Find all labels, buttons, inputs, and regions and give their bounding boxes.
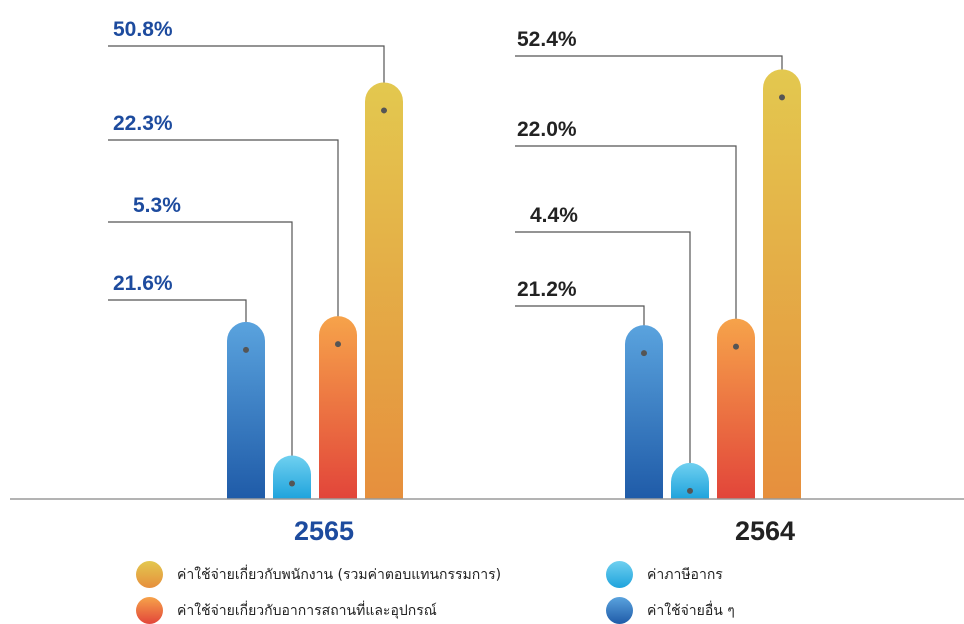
bar-2564-3 [763,69,801,499]
leader-line-2564-1 [515,231,691,491]
bar-2565-3 [365,82,403,500]
category-labels: 2565 2564 [294,516,795,546]
value-labels: 21.6% 5.3% 22.3% 50.8% 21.2% 4.4% 22.0% 52.4% [113,18,578,301]
leader-line-2565-3 [108,45,385,111]
bar-2565-1 [273,455,311,499]
data-label-2564-1: 4.4% [530,204,578,227]
bar-2564-0 [625,325,663,499]
leader-dot-2565-3 [381,107,387,114]
leader-line-2564-3 [515,55,783,98]
data-label-2564-0: 21.2% [517,278,577,301]
data-label-2565-0: 21.6% [113,272,173,295]
leader-line-2565-0 [108,299,247,350]
leader-dots [243,94,785,494]
data-label-2564-3: 52.4% [517,28,577,51]
legend-item-premises: ค่าใช้จ่ายเกี่ยวกับอาการสถานที่และอุปกรณ… [136,597,437,624]
leader-line-2564-0 [515,305,645,354]
legend-swatch [606,561,633,588]
legend-label: ค่าภาษีอากร [647,566,723,583]
legend-item-employee: ค่าใช้จ่ายเกี่ยวกับพนักงาน (รวมค่าตอบแทน… [136,561,501,588]
legend-label: ค่าใช้จ่ายอื่น ๆ [647,602,735,619]
legend-item-other: ค่าใช้จ่ายอื่น ๆ [606,597,735,624]
legend-label: ค่าใช้จ่ายเกี่ยวกับอาการสถานที่และอุปกรณ… [177,602,437,619]
leader-dot-2565-2 [335,341,341,348]
bar-2564-1 [671,462,709,499]
leader-line-2565-2 [108,139,339,345]
data-label-2565-3: 50.8% [113,18,173,41]
legend-label: ค่าใช้จ่ายเกี่ยวกับพนักงาน (รวมค่าตอบแทน… [177,566,502,583]
bar-2564-2 [717,318,755,499]
leader-dot-2565-0 [243,346,249,353]
legend-swatch [606,597,633,624]
leader-line-2564-2 [515,145,737,347]
legend-item-tax: ค่าภาษีอากร [606,561,723,588]
legend-swatch [136,561,163,588]
leader-dot-2564-0 [641,350,647,357]
bar-2565-0 [227,321,265,499]
bars [227,69,801,500]
legend-swatch [136,597,163,624]
category-label-2565: 2565 [294,516,354,546]
data-label-2565-2: 22.3% [113,112,173,135]
leader-dot-2565-1 [289,480,295,487]
leader-dot-2564-1 [687,487,693,494]
category-label-2564: 2564 [735,516,795,546]
leader-dot-2564-3 [779,94,785,101]
leader-dot-2564-2 [733,343,739,350]
leader-line-2565-1 [108,221,293,484]
leader-lines [108,45,783,491]
data-label-2565-1: 5.3% [133,194,181,217]
data-label-2564-2: 22.0% [517,118,577,141]
bar-2565-2 [319,316,357,499]
